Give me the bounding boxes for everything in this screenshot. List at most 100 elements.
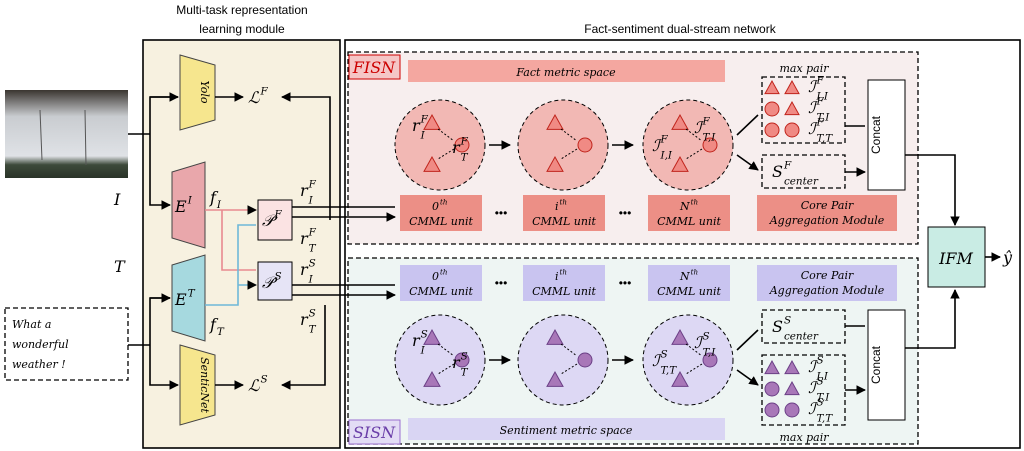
image-label: I bbox=[113, 190, 121, 209]
math-sup: F bbox=[308, 179, 317, 191]
math-sup: S bbox=[703, 331, 710, 343]
metric-space bbox=[395, 315, 485, 405]
ellipsis: ••• bbox=[495, 276, 508, 290]
ifm-label: IFM bbox=[938, 249, 973, 268]
math-base: i bbox=[555, 200, 559, 213]
math-sub: I,I bbox=[660, 149, 673, 161]
math-sub: I bbox=[420, 129, 426, 141]
math-base: N bbox=[679, 200, 690, 213]
math-sup: F bbox=[816, 117, 825, 129]
text-label: T bbox=[114, 257, 126, 276]
math-sup: S bbox=[817, 376, 824, 388]
right-title: Fact-sentiment dual-stream network bbox=[584, 22, 776, 36]
math-sub: T,T bbox=[661, 364, 678, 376]
math-base: r bbox=[300, 310, 309, 329]
math-sup: F bbox=[260, 86, 269, 98]
math-sub: T bbox=[217, 326, 225, 338]
fact-space-label: Fact metric space bbox=[515, 66, 616, 79]
metric-space bbox=[518, 100, 608, 190]
unit-name: CMML unit bbox=[532, 285, 596, 298]
math-sub: T,T bbox=[817, 132, 834, 144]
max-pair: max pair bbox=[779, 431, 829, 444]
yolo-label: Yolo bbox=[198, 80, 211, 103]
circle-node bbox=[785, 403, 799, 417]
core-label: Aggregation Module bbox=[769, 214, 885, 227]
left-title: learning module bbox=[199, 22, 285, 36]
math-base: ℒ bbox=[248, 88, 260, 107]
math-sup: th bbox=[440, 267, 447, 276]
ellipsis: ••• bbox=[619, 206, 632, 220]
math-sub: center bbox=[784, 330, 819, 342]
math-sub: I bbox=[308, 273, 314, 285]
math-sub: I bbox=[308, 194, 314, 206]
math-sup: S bbox=[817, 397, 824, 409]
circle-node bbox=[785, 123, 799, 137]
max-pair: max pair bbox=[779, 62, 829, 75]
page: Multi-task representation learning modul… bbox=[0, 0, 1024, 451]
math-base: r bbox=[300, 229, 309, 248]
math-sub: I bbox=[420, 344, 426, 356]
math-sup: th bbox=[691, 267, 698, 276]
math-sup: th bbox=[560, 267, 567, 276]
unit-name: CMML unit bbox=[532, 215, 596, 228]
senticnet-label: SenticNet bbox=[198, 357, 211, 413]
math-base: S bbox=[772, 317, 783, 336]
math-sup: F bbox=[702, 116, 711, 128]
math-sup: F bbox=[308, 227, 317, 239]
math-sup: S bbox=[261, 374, 268, 386]
math-base: r bbox=[300, 181, 309, 200]
input-text: What a bbox=[12, 318, 51, 331]
fisn-label: FISN bbox=[352, 58, 396, 77]
math-base: E bbox=[174, 197, 187, 216]
core-label: Core Pair bbox=[801, 269, 854, 282]
input-text: wonderful bbox=[12, 338, 69, 351]
math-sup: S bbox=[275, 271, 282, 283]
math-sub: T,T bbox=[817, 412, 834, 424]
circle-node bbox=[578, 138, 592, 152]
math-sub: T bbox=[461, 151, 469, 163]
math-base: ℒ bbox=[248, 376, 260, 395]
math-sup: F bbox=[816, 75, 825, 87]
math-base: E bbox=[174, 290, 187, 309]
math-base: N bbox=[679, 270, 690, 283]
math-sup: F bbox=[460, 136, 469, 148]
input-text: weather ! bbox=[12, 358, 66, 371]
core-label: Core Pair bbox=[801, 199, 854, 212]
math-sup: th bbox=[691, 197, 698, 206]
math-sub: T bbox=[309, 323, 317, 335]
math-sup: F bbox=[816, 96, 825, 108]
math-base: r bbox=[412, 116, 421, 135]
math-sup: F bbox=[274, 209, 283, 221]
circle-node bbox=[765, 102, 779, 116]
diagram: Multi-task representation learning modul… bbox=[0, 0, 1024, 451]
ellipsis: ••• bbox=[495, 206, 508, 220]
math-sup: F bbox=[660, 134, 669, 146]
math-base: i bbox=[555, 270, 559, 283]
circle-node bbox=[765, 123, 779, 137]
concat-label: Concat bbox=[869, 115, 883, 154]
math-sub: T bbox=[309, 242, 317, 254]
unit-name: CMML unit bbox=[409, 285, 473, 298]
math-sup: S bbox=[309, 308, 316, 320]
math-sup: S bbox=[784, 315, 791, 327]
ellipsis: ••• bbox=[619, 276, 632, 290]
metric-space bbox=[395, 100, 485, 190]
math-sup: F bbox=[420, 114, 429, 126]
math-sup: S bbox=[309, 258, 316, 270]
sisn-label: SISN bbox=[353, 423, 396, 442]
metric-space bbox=[518, 315, 608, 405]
left-title: Multi-task representation bbox=[176, 3, 307, 17]
math-base: r bbox=[412, 331, 421, 350]
math-sup: S bbox=[461, 351, 468, 363]
math-sup: S bbox=[421, 329, 428, 341]
math-sub: T bbox=[461, 366, 469, 378]
unit-name: CMML unit bbox=[409, 215, 473, 228]
unit-name: CMML unit bbox=[657, 285, 721, 298]
math-sup: th bbox=[440, 197, 447, 206]
math-sup: F bbox=[783, 160, 792, 172]
math-sup: th bbox=[560, 197, 567, 206]
unit-name: CMML unit bbox=[657, 215, 721, 228]
math-base: r bbox=[452, 138, 461, 157]
math-sup: S bbox=[661, 349, 668, 361]
concat-label: Concat bbox=[869, 345, 883, 384]
